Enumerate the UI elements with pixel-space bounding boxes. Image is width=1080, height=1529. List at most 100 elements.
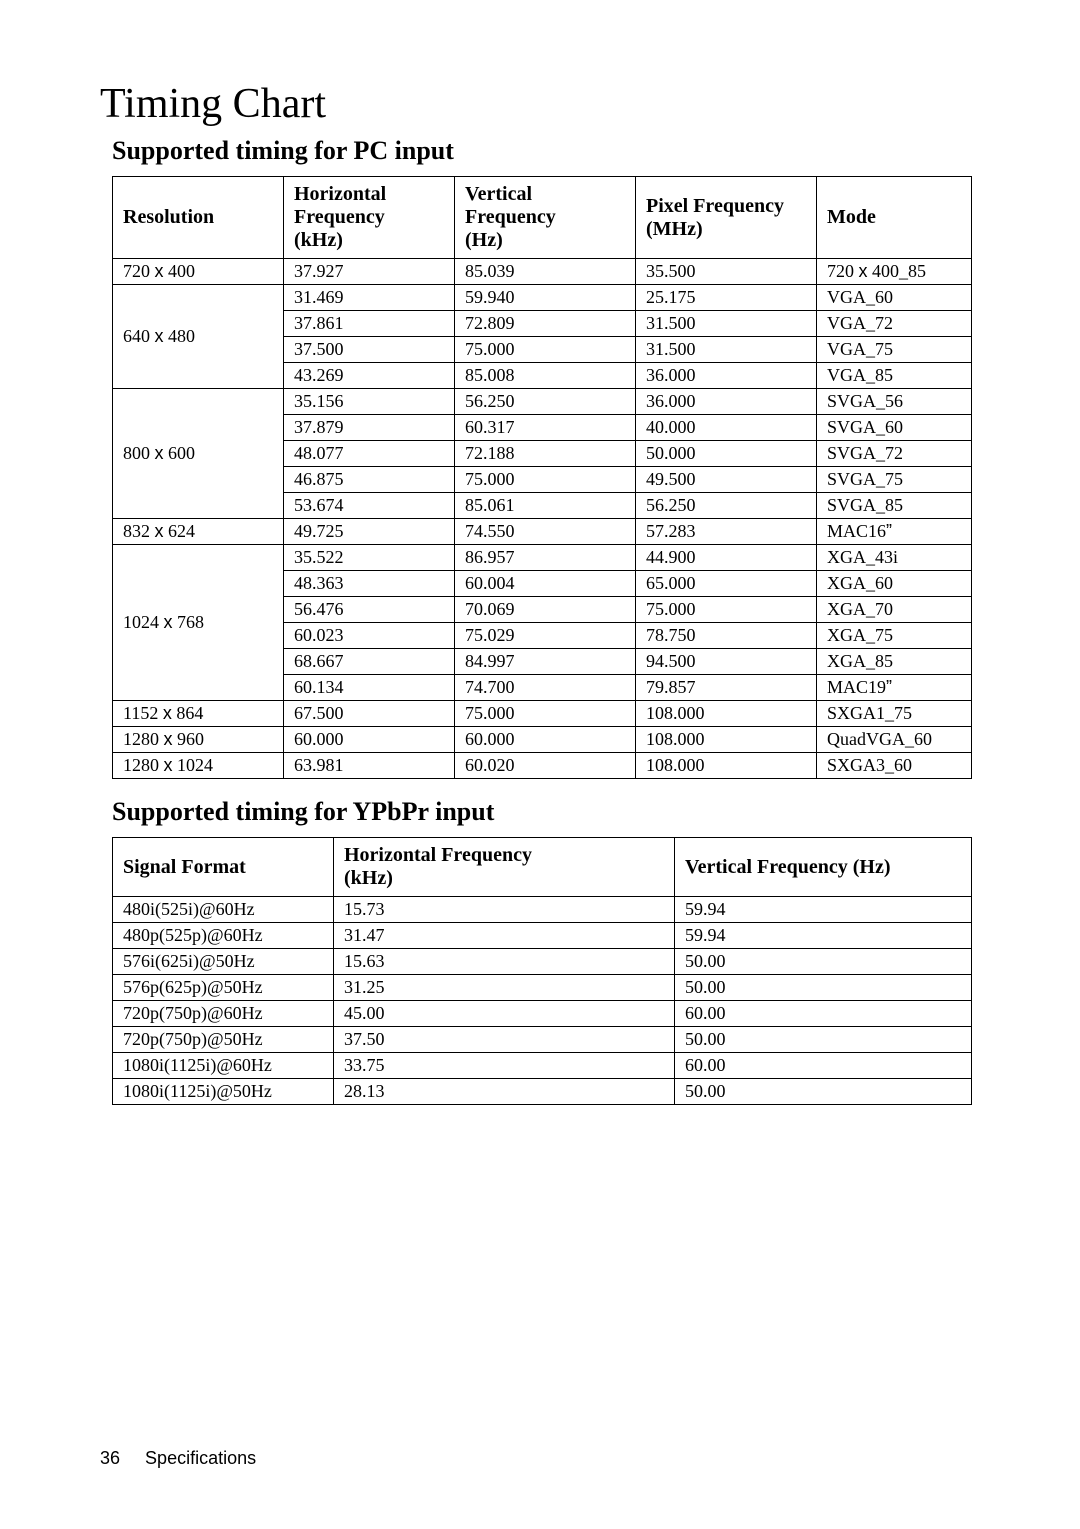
- cell-value: 108.000: [636, 701, 817, 727]
- cell-signal-format: 1080i(1125i)@50Hz: [113, 1079, 334, 1105]
- cell-value: 85.008: [455, 363, 636, 389]
- cell-signal-format: 576i(625i)@50Hz: [113, 949, 334, 975]
- cell-value: 74.550: [455, 519, 636, 545]
- cell-mode: XGA_43i: [817, 545, 972, 571]
- table-header-cell: Vertical Frequency(Hz): [455, 177, 636, 259]
- cell-resolution: 800 x 600: [113, 389, 284, 519]
- cell-value: 43.269: [284, 363, 455, 389]
- cell-value: 68.667: [284, 649, 455, 675]
- cell-value: 75.000: [455, 467, 636, 493]
- cell-mode: SXGA3_60: [817, 753, 972, 779]
- cell-value: 37.50: [334, 1027, 675, 1053]
- cell-value: 31.47: [334, 923, 675, 949]
- cell-value: 50.00: [675, 1079, 972, 1105]
- table-header-cell: Pixel Frequency(MHz): [636, 177, 817, 259]
- cell-value: 60.020: [455, 753, 636, 779]
- cell-value: 35.522: [284, 545, 455, 571]
- table-row: 576i(625i)@50Hz15.6350.00: [113, 949, 972, 975]
- cell-mode: XGA_70: [817, 597, 972, 623]
- cell-mode: VGA_72: [817, 311, 972, 337]
- table-header-cell: Mode: [817, 177, 972, 259]
- cell-value: 67.500: [284, 701, 455, 727]
- table-row: 720 x 40037.92785.03935.500720 x 400_85: [113, 259, 972, 285]
- cell-signal-format: 576p(625p)@50Hz: [113, 975, 334, 1001]
- cell-value: 31.500: [636, 337, 817, 363]
- table-row: 1080i(1125i)@50Hz28.1350.00: [113, 1079, 972, 1105]
- cell-value: 60.000: [284, 727, 455, 753]
- cell-mode: SVGA_85: [817, 493, 972, 519]
- cell-mode: SVGA_60: [817, 415, 972, 441]
- page-title: Timing Chart: [100, 80, 990, 128]
- cell-value: 50.00: [675, 949, 972, 975]
- cell-mode: SXGA1_75: [817, 701, 972, 727]
- cell-value: 85.039: [455, 259, 636, 285]
- cell-resolution: 1024 x 768: [113, 545, 284, 701]
- cell-value: 33.75: [334, 1053, 675, 1079]
- cell-signal-format: 720p(750p)@50Hz: [113, 1027, 334, 1053]
- cell-value: 74.700: [455, 675, 636, 701]
- cell-value: 60.023: [284, 623, 455, 649]
- cell-value: 37.500: [284, 337, 455, 363]
- cell-value: 108.000: [636, 753, 817, 779]
- cell-resolution: 1280 x 960: [113, 727, 284, 753]
- table-row: 1080i(1125i)@60Hz33.7560.00: [113, 1053, 972, 1079]
- cell-value: 48.363: [284, 571, 455, 597]
- cell-value: 53.674: [284, 493, 455, 519]
- cell-value: 40.000: [636, 415, 817, 441]
- table-row: 480p(525p)@60Hz31.4759.94: [113, 923, 972, 949]
- table-header-row: ResolutionHorizontal Frequency(kHz)Verti…: [113, 177, 972, 259]
- cell-value: 31.500: [636, 311, 817, 337]
- cell-value: 57.283: [636, 519, 817, 545]
- cell-value: 60.000: [455, 727, 636, 753]
- table-row: 720p(750p)@50Hz37.5050.00: [113, 1027, 972, 1053]
- cell-value: 56.250: [636, 493, 817, 519]
- cell-value: 86.957: [455, 545, 636, 571]
- cell-resolution: 1152 x 864: [113, 701, 284, 727]
- table-header-cell: Resolution: [113, 177, 284, 259]
- cell-value: 60.00: [675, 1001, 972, 1027]
- page-number: 36: [100, 1448, 120, 1468]
- cell-value: 45.00: [334, 1001, 675, 1027]
- cell-value: 108.000: [636, 727, 817, 753]
- table-row: 1024 x 76835.52286.95744.900XGA_43i: [113, 545, 972, 571]
- pc-timing-table: ResolutionHorizontal Frequency(kHz)Verti…: [112, 176, 972, 779]
- cell-resolution: 720 x 400: [113, 259, 284, 285]
- table-header-cell: Horizontal Frequency(kHz): [334, 838, 675, 897]
- cell-value: 78.750: [636, 623, 817, 649]
- ypbpr-input-heading: Supported timing for YPbPr input: [112, 797, 990, 827]
- table-row: 576p(625p)@50Hz31.2550.00: [113, 975, 972, 1001]
- cell-value: 50.00: [675, 1027, 972, 1053]
- cell-value: 75.000: [455, 701, 636, 727]
- cell-value: 72.809: [455, 311, 636, 337]
- cell-mode: QuadVGA_60: [817, 727, 972, 753]
- cell-mode: XGA_75: [817, 623, 972, 649]
- cell-value: 56.250: [455, 389, 636, 415]
- cell-mode: 720 x 400_85: [817, 259, 972, 285]
- cell-value: 72.188: [455, 441, 636, 467]
- cell-value: 50.000: [636, 441, 817, 467]
- cell-signal-format: 480p(525p)@60Hz: [113, 923, 334, 949]
- table-header-row: Signal FormatHorizontal Frequency(kHz)Ve…: [113, 838, 972, 897]
- cell-value: 94.500: [636, 649, 817, 675]
- ypbpr-timing-table: Signal FormatHorizontal Frequency(kHz)Ve…: [112, 837, 972, 1105]
- section-name: Specifications: [145, 1448, 256, 1468]
- cell-mode: MAC16”: [817, 519, 972, 545]
- cell-value: 60.317: [455, 415, 636, 441]
- cell-value: 59.94: [675, 897, 972, 923]
- cell-mode: XGA_85: [817, 649, 972, 675]
- cell-mode: SVGA_56: [817, 389, 972, 415]
- cell-value: 35.500: [636, 259, 817, 285]
- cell-value: 59.940: [455, 285, 636, 311]
- cell-mode: VGA_75: [817, 337, 972, 363]
- cell-value: 56.476: [284, 597, 455, 623]
- table-row: 800 x 60035.15656.25036.000SVGA_56: [113, 389, 972, 415]
- cell-value: 28.13: [334, 1079, 675, 1105]
- table-row: 720p(750p)@60Hz45.0060.00: [113, 1001, 972, 1027]
- cell-value: 31.469: [284, 285, 455, 311]
- cell-value: 36.000: [636, 363, 817, 389]
- cell-value: 25.175: [636, 285, 817, 311]
- cell-signal-format: 720p(750p)@60Hz: [113, 1001, 334, 1027]
- table-row: 1152 x 86467.50075.000108.000SXGA1_75: [113, 701, 972, 727]
- cell-value: 44.900: [636, 545, 817, 571]
- cell-value: 63.981: [284, 753, 455, 779]
